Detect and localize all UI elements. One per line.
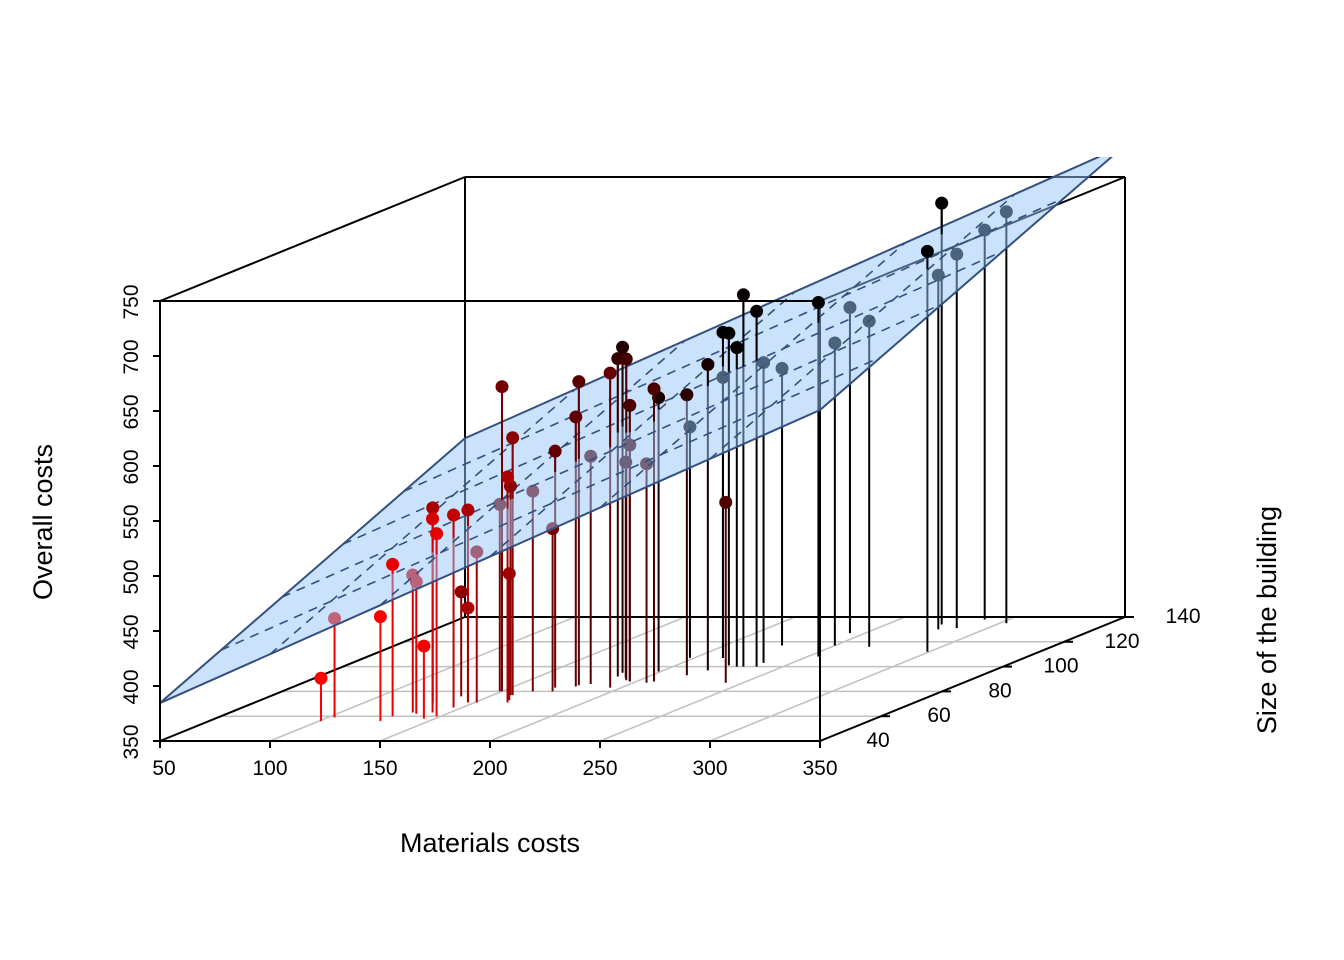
data-point [719,495,733,509]
plane-grid-line [709,193,1016,460]
data-point [373,610,387,624]
data-point [680,388,694,402]
data-point [417,639,431,653]
y-tick-label: 120 [1104,630,1139,653]
z-tick-label: 600 [120,449,143,484]
grid-line-x [489,616,796,742]
axis-ticks: 350 400 450 500 550 600 650 700 750 50 100 150 200 25… [120,284,1201,780]
y-tick-label: 60 [927,704,950,727]
data-point [623,398,637,412]
z-tick-label: 650 [120,394,143,429]
y-axis-line [819,616,1126,742]
y-tick-label: 40 [866,729,889,752]
data-point [454,585,468,599]
data-point [461,601,475,615]
x-tick-label: 250 [582,757,617,780]
data-point [730,341,744,355]
z-tick-label: 700 [120,339,143,374]
data-point [314,671,328,685]
data-point [426,501,440,515]
data-point [619,352,633,366]
data-point [920,244,934,258]
data-point [647,382,661,396]
x-tick-label: 200 [472,757,507,780]
plane-outline [159,157,1113,704]
plane-fill [160,157,1112,704]
x-tick-label: 50 [152,757,175,780]
data-point [750,304,764,318]
grid-line-x [709,616,1016,742]
data-point [461,503,475,517]
x-tick-label: 300 [692,757,727,780]
data-point [506,431,520,445]
z-tick-label: 450 [120,614,143,649]
x-axis-title: Materials costs [400,828,580,858]
z-tick-label: 350 [120,724,143,759]
x-tick-label: 150 [362,757,397,780]
plane-grid-line [269,388,576,655]
box-edge [159,616,466,742]
plane-grid-line [220,356,882,651]
data-point [495,380,509,394]
points-above-plane [386,196,949,574]
plane-grid-line [599,242,906,509]
z-tick-label: 500 [120,559,143,594]
z-tick-label: 550 [120,504,143,539]
data-point [548,444,562,458]
z-tick-label: 750 [120,284,143,319]
plane-grid-line [342,250,1004,545]
data-point [386,557,400,571]
data-point [736,288,750,302]
data-point [722,326,736,340]
z-tick-label: 400 [120,669,143,704]
data-point [616,340,630,354]
z-axis-title: Overall costs [28,444,58,600]
y-axis-title: Size of the building [1252,506,1282,734]
data-point [935,196,949,210]
data-point [447,508,461,522]
data-point [603,366,617,380]
grid-line-x [599,616,906,742]
x-tick-label: 350 [802,757,837,780]
data-point [502,567,516,581]
data-point [430,527,444,541]
data-point [572,375,586,389]
y-tick-label: 80 [988,679,1011,702]
regression-plane [159,157,1113,704]
data-point [811,295,825,309]
x-tick-label: 100 [252,757,287,780]
data-point [569,410,583,424]
data-point [426,512,440,526]
data-point [701,358,715,372]
data-point [501,470,515,484]
y-tick-label: 140 [1165,605,1200,628]
box-edge [159,176,466,302]
plane-grid-line [281,303,943,598]
y-tick-label: 100 [1043,655,1078,678]
plane-grid-line [379,339,686,606]
